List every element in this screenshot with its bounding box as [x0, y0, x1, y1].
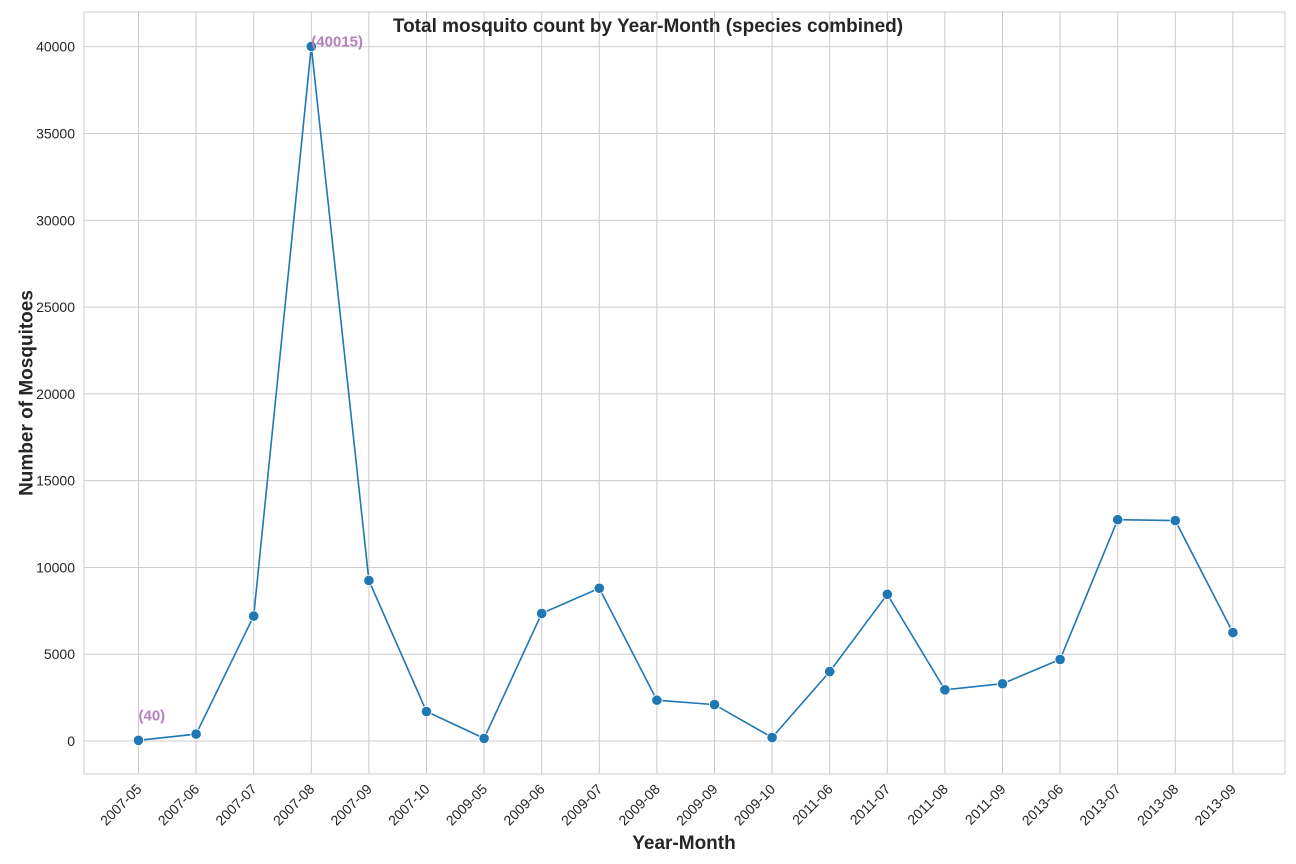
chart-title: Total mosquito count by Year-Month (spec…: [393, 16, 903, 37]
data-point: [881, 588, 893, 600]
y-tick-label: 35000: [36, 126, 75, 142]
y-axis-title: Number of Mosquitoes: [17, 290, 38, 496]
data-point: [939, 684, 951, 696]
x-tick-label: 2009-06: [500, 781, 548, 829]
x-tick-label: 2011-08: [904, 781, 951, 828]
data-point: [824, 665, 836, 678]
data-point: [363, 574, 375, 587]
y-tick-label: 0: [67, 733, 75, 749]
y-tick-label: 40000: [36, 39, 75, 55]
data-point: [1169, 514, 1181, 527]
x-tick-label: 2007-06: [155, 781, 203, 829]
data-point: [536, 607, 548, 620]
data-point: [132, 734, 145, 746]
data-point: [766, 731, 778, 744]
data-point: [708, 698, 721, 711]
data-point: [420, 705, 433, 718]
y-axis-ticks: 0 5000 10000 15000 20000 25000 30000 35000 40000: [36, 39, 75, 749]
x-tick-label: 2013-06: [1019, 781, 1067, 829]
data-point: [478, 732, 490, 745]
x-tick-label: 2011-09: [962, 781, 1009, 828]
series-total-count: [132, 40, 1239, 746]
y-tick-label: 25000: [36, 299, 75, 315]
x-tick-label: 2009-08: [615, 781, 663, 829]
data-point: [593, 582, 605, 594]
data-point: [651, 694, 663, 706]
data-point: [248, 610, 260, 622]
gridlines: [84, 12, 1285, 774]
x-tick-label: 2013-08: [1134, 781, 1182, 829]
annotations: (40) (40015): [139, 33, 364, 724]
x-axis-title: Year-Month: [632, 833, 735, 854]
y-tick-label: 10000: [36, 559, 75, 575]
annotation-label: (40015): [311, 33, 363, 50]
x-tick-label: 2009-10: [731, 781, 779, 829]
x-tick-label: 2009-05: [443, 781, 491, 829]
x-tick-label: 2011-06: [789, 781, 836, 828]
y-tick-label: 15000: [36, 473, 75, 489]
x-tick-label: 2009-09: [673, 781, 721, 829]
x-tick-label: 2007-08: [270, 781, 318, 829]
x-tick-label: 2013-09: [1191, 781, 1239, 829]
data-point: [305, 40, 317, 53]
plot-area: [83, 11, 1286, 775]
x-tick-label: 2013-07: [1076, 781, 1124, 829]
annotation-label: (40): [139, 707, 166, 724]
x-tick-label: 2007-05: [97, 781, 145, 829]
x-tick-label: 2007-10: [385, 781, 433, 829]
y-tick-label: 20000: [36, 386, 75, 402]
data-point: [190, 728, 202, 740]
x-tick-label: 2007-07: [212, 781, 260, 829]
y-tick-label: 30000: [36, 212, 75, 228]
x-axis-ticks: 2007-05 2007-06 2007-07 2007-08 2007-09 2007-…: [97, 781, 1239, 829]
series-line: [138, 46, 1234, 742]
data-point: [1112, 514, 1124, 526]
x-tick-label: 2011-07: [847, 781, 894, 828]
data-point: [1054, 653, 1066, 666]
x-tick-label: 2007-09: [327, 781, 375, 829]
data-point: [1227, 626, 1239, 639]
x-tick-label: 2009-07: [558, 781, 606, 829]
data-point: [996, 678, 1009, 690]
y-tick-label: 5000: [44, 646, 75, 662]
